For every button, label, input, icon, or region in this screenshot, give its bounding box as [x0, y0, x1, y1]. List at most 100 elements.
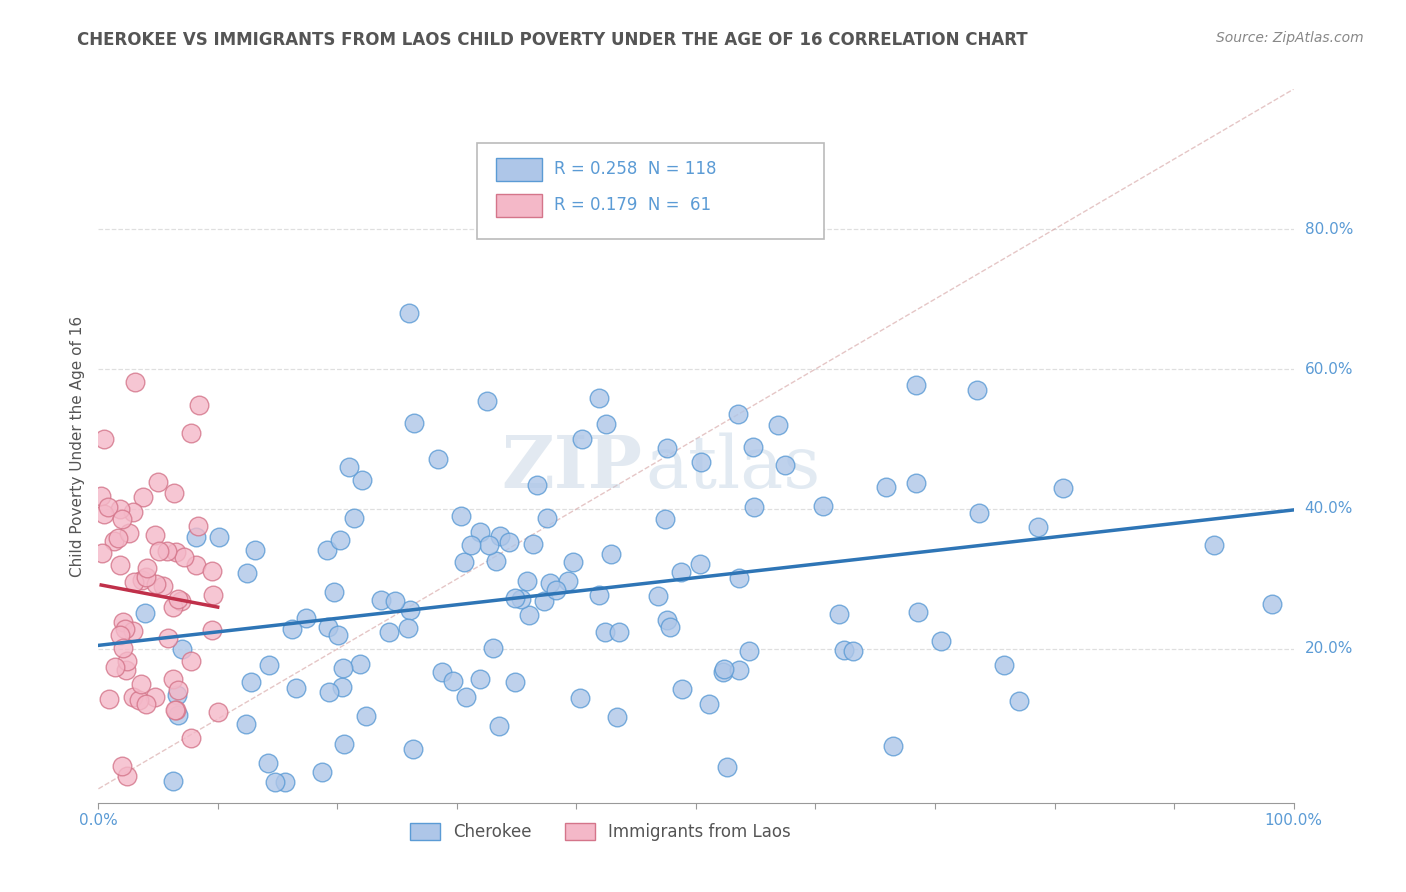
Text: R = 0.179  N =  61: R = 0.179 N = 61: [554, 196, 711, 214]
Point: [112, 615, 135, 629]
Point: [699, 697, 721, 711]
Point: [240, 675, 263, 690]
Point: [115, 769, 138, 783]
FancyBboxPatch shape: [496, 159, 541, 181]
Point: [332, 660, 354, 674]
Point: [354, 708, 377, 723]
Point: [264, 774, 287, 789]
Point: [311, 764, 333, 779]
Point: [1204, 538, 1226, 552]
Point: [533, 594, 555, 608]
Point: [332, 680, 354, 694]
Point: [536, 511, 558, 525]
Text: Source: ZipAtlas.com: Source: ZipAtlas.com: [1216, 31, 1364, 45]
Point: [111, 759, 134, 773]
Point: [478, 538, 501, 552]
Point: [111, 512, 134, 526]
Point: [129, 676, 152, 690]
Point: [167, 682, 190, 697]
Point: [441, 674, 464, 689]
Point: [538, 576, 561, 591]
Point: [122, 575, 145, 590]
Point: [107, 531, 129, 545]
Point: [316, 619, 339, 633]
Y-axis label: Child Poverty Under the Age of 16: Child Poverty Under the Age of 16: [69, 316, 84, 576]
Point: [187, 518, 209, 533]
Point: [104, 660, 127, 674]
Point: [187, 398, 209, 412]
Point: [352, 473, 374, 487]
Point: [482, 640, 505, 655]
Point: [274, 774, 297, 789]
Point: [398, 306, 420, 320]
Legend: Cherokee, Immigrants from Laos: Cherokee, Immigrants from Laos: [404, 816, 797, 848]
Point: [132, 490, 155, 504]
Point: [143, 527, 166, 541]
Point: [370, 593, 392, 607]
FancyBboxPatch shape: [477, 143, 824, 239]
Point: [450, 508, 472, 523]
Point: [993, 658, 1015, 673]
Point: [97, 500, 120, 515]
Point: [728, 663, 751, 677]
Point: [967, 506, 990, 520]
Point: [122, 624, 145, 638]
Text: 20.0%: 20.0%: [1305, 641, 1353, 657]
Point: [316, 542, 339, 557]
Point: [236, 566, 259, 580]
Point: [606, 710, 628, 724]
Point: [180, 731, 202, 745]
Point: [114, 622, 136, 636]
Point: [184, 558, 207, 572]
Point: [122, 690, 145, 704]
Point: [485, 553, 508, 567]
Point: [1261, 597, 1284, 611]
Point: [588, 392, 610, 406]
Point: [201, 564, 224, 578]
Point: [526, 478, 548, 492]
Point: [647, 589, 669, 603]
Point: [207, 705, 229, 719]
Point: [90, 489, 112, 503]
Point: [167, 592, 190, 607]
Point: [432, 665, 454, 679]
Point: [136, 561, 159, 575]
Point: [832, 643, 855, 657]
Point: [180, 654, 202, 668]
Point: [766, 418, 789, 433]
Point: [118, 526, 141, 541]
Point: [343, 511, 366, 525]
Point: [658, 620, 681, 634]
Point: [711, 665, 734, 680]
Point: [165, 544, 187, 558]
Point: [134, 606, 156, 620]
Point: [489, 529, 512, 543]
Point: [904, 377, 927, 392]
Point: [165, 703, 187, 717]
Point: [813, 499, 835, 513]
Point: [162, 672, 184, 686]
Text: 60.0%: 60.0%: [1305, 361, 1353, 376]
Point: [399, 602, 422, 616]
Point: [689, 558, 711, 572]
Point: [657, 613, 679, 627]
Point: [146, 475, 169, 490]
Point: [235, 717, 257, 731]
Point: [180, 426, 202, 441]
Point: [1052, 481, 1074, 495]
Point: [378, 625, 401, 640]
Point: [318, 684, 340, 698]
Point: [122, 505, 145, 519]
Point: [571, 433, 593, 447]
Point: [172, 642, 194, 657]
Point: [157, 631, 180, 645]
Point: [135, 570, 157, 584]
Point: [453, 555, 475, 569]
Point: [522, 536, 544, 550]
Point: [728, 571, 751, 585]
Point: [426, 452, 449, 467]
Point: [498, 535, 520, 549]
Point: [842, 644, 865, 658]
Text: 40.0%: 40.0%: [1305, 501, 1353, 516]
Point: [557, 574, 579, 588]
